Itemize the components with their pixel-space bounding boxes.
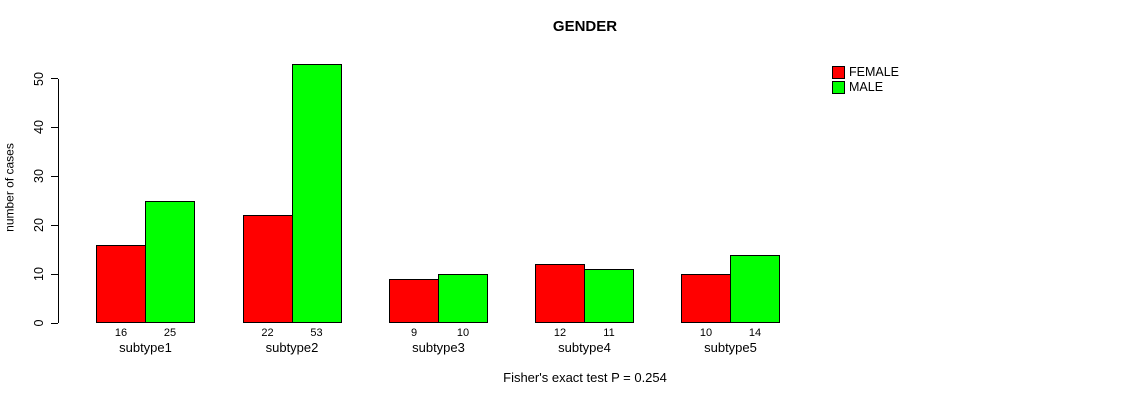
y-axis-tick — [50, 273, 58, 275]
y-axis-tick-label: 30 — [31, 169, 46, 184]
y-axis-tick — [50, 78, 58, 79]
y-axis-tick — [50, 175, 58, 177]
bar-male-subtype2 — [291, 63, 342, 323]
y-axis-tick — [50, 126, 58, 128]
y-axis-tick-label: 50 — [31, 71, 46, 86]
bar-value-label: 53 — [310, 327, 323, 339]
chart-title: GENDER — [552, 18, 618, 35]
y-axis-tick-label: 20 — [31, 218, 46, 233]
legend-item-male: MALE — [832, 80, 899, 94]
x-category-label: subtype3 — [412, 340, 465, 355]
bar-male-subtype1 — [145, 200, 195, 323]
bar-value-label: 25 — [163, 327, 177, 339]
bar-value-label: 9 — [410, 327, 418, 339]
bar-value-label: 22 — [261, 327, 274, 339]
bar-value-label: 10 — [699, 327, 713, 339]
legend-swatch-male — [832, 80, 845, 94]
fisher-test-footnote: Fisher's exact test P = 0.254 — [503, 370, 667, 385]
legend-swatch-female — [832, 65, 845, 79]
y-axis-line — [57, 78, 59, 323]
bar-female-subtype1 — [96, 244, 146, 323]
bar-female-subtype3 — [389, 278, 439, 323]
y-axis-tick-label: 40 — [31, 120, 46, 135]
bar-value-label: 10 — [456, 327, 470, 339]
bar-male-subtype4 — [584, 269, 634, 323]
bar-value-label: 12 — [553, 327, 567, 339]
x-category-label: subtype5 — [704, 340, 757, 355]
y-axis-tick-label: 0 — [31, 319, 46, 327]
legend-label-male: MALE — [849, 80, 884, 94]
bar-female-subtype5 — [681, 274, 731, 323]
bar-value-label: 11 — [603, 327, 615, 339]
x-category-label: subtype4 — [558, 340, 611, 355]
x-category-label: subtype1 — [119, 340, 172, 355]
bar-value-label: 14 — [748, 327, 762, 339]
y-axis-tick — [50, 322, 58, 324]
x-category-label: subtype2 — [265, 340, 319, 355]
bar-female-subtype4 — [535, 264, 585, 323]
legend: FEMALE MALE — [832, 65, 899, 95]
legend-label-female: FEMALE — [849, 65, 900, 79]
bar-male-subtype5 — [730, 254, 780, 323]
y-axis-tick — [50, 224, 58, 226]
bar-female-subtype2 — [242, 215, 293, 323]
legend-item-female: FEMALE — [832, 65, 899, 79]
bar-male-subtype3 — [438, 274, 488, 323]
bar-value-label: 16 — [114, 327, 128, 339]
y-axis-tick-label: 10 — [31, 267, 46, 282]
